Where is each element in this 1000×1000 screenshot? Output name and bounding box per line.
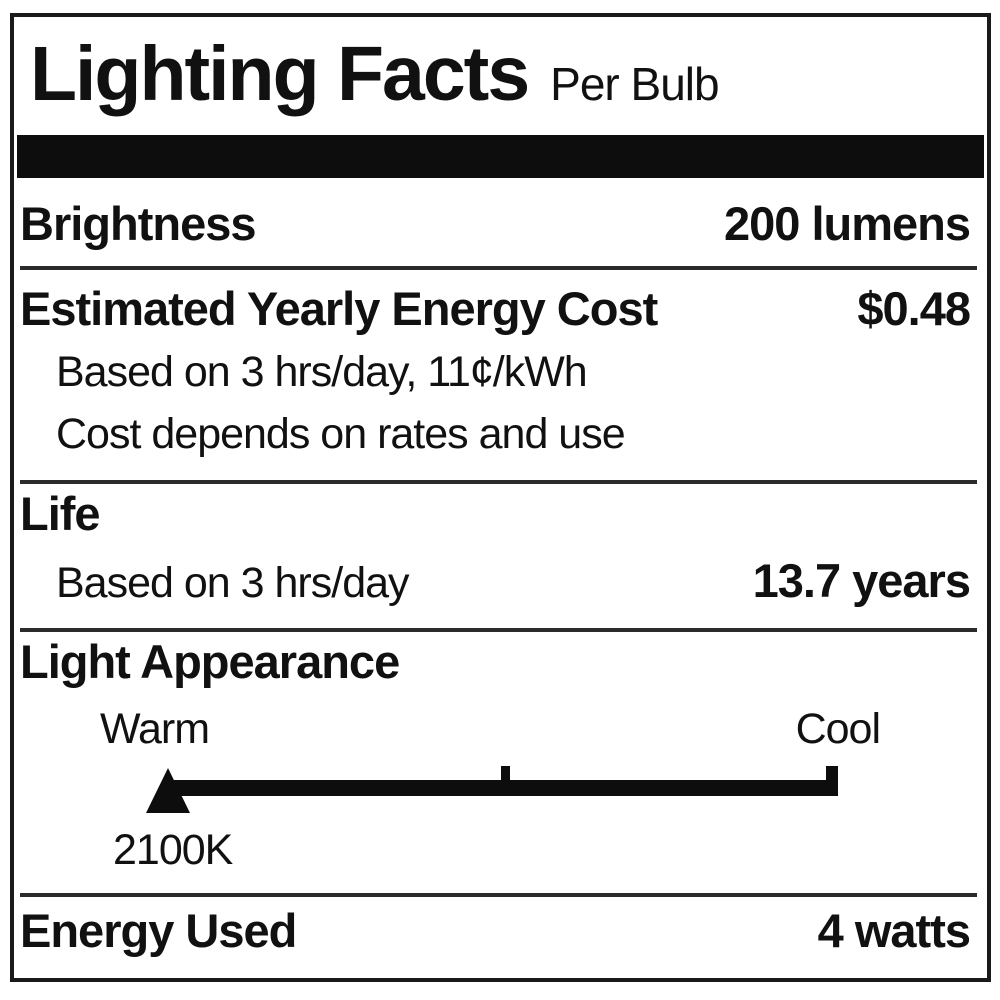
energy-used-label: Energy Used: [20, 904, 297, 957]
lighting-facts-label: Lighting Facts Per Bulb Brightness 200 l…: [10, 13, 991, 982]
brightness-value: 200 lumens: [723, 197, 971, 250]
warm-label: Warm: [100, 705, 210, 753]
scale-mid-tick: [501, 766, 510, 796]
energy-cost-disclaimer: Cost depends on rates and use: [56, 410, 626, 458]
section-divider: [20, 628, 977, 632]
energy-used-row: Energy Used 4 watts: [20, 904, 971, 957]
life-label: Life: [20, 487, 101, 540]
header-divider-bar: [17, 135, 984, 178]
brightness-row: Brightness 200 lumens: [20, 197, 971, 250]
energy-cost-basis: Based on 3 hrs/day, 11¢/kWh: [56, 348, 588, 396]
per-bulb-subtitle: Per Bulb: [550, 58, 719, 110]
brightness-label: Brightness: [20, 197, 256, 250]
marker-value: 2100K: [113, 826, 233, 874]
warm-marker-triangle-icon: [146, 768, 190, 813]
section-divider: [20, 893, 977, 897]
life-basis: Based on 3 hrs/day: [56, 559, 410, 607]
energy-used-value: 4 watts: [817, 904, 971, 957]
life-value: 13.7 years: [752, 554, 971, 607]
cool-label: Cool: [795, 705, 881, 753]
section-divider: [20, 480, 977, 484]
section-divider: [20, 266, 977, 270]
energy-cost-value: $0.48: [857, 282, 971, 335]
label-title: Lighting Facts: [30, 31, 530, 117]
energy-cost-label: Estimated Yearly Energy Cost: [20, 282, 658, 335]
energy-cost-row: Estimated Yearly Energy Cost $0.48: [20, 282, 971, 335]
label-header: Lighting Facts Per Bulb: [30, 36, 977, 113]
light-appearance-label: Light Appearance: [20, 635, 400, 688]
scale-right-tick: [826, 766, 838, 796]
scale-labels-row: Warm Cool: [100, 705, 881, 753]
life-row: Based on 3 hrs/day 13.7 years: [56, 554, 971, 607]
